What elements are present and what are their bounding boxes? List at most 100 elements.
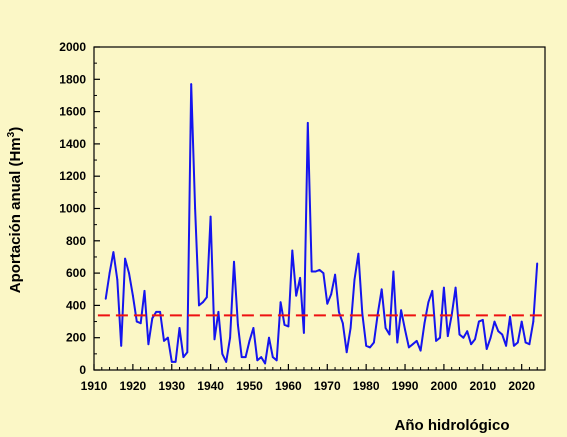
data-point <box>225 361 228 363</box>
data-point <box>233 260 235 263</box>
data-point <box>478 320 480 323</box>
series-layer <box>97 83 545 365</box>
data-point <box>217 311 220 313</box>
y-tick-label: 400 <box>66 298 86 312</box>
data-point <box>190 83 193 85</box>
data-point <box>353 278 356 281</box>
data-point <box>252 327 255 329</box>
data-point <box>155 311 158 313</box>
data-point <box>128 272 130 274</box>
data-point <box>400 309 402 312</box>
data-point <box>163 340 165 342</box>
data-point <box>365 344 368 347</box>
data-point <box>104 298 107 300</box>
data-point <box>167 336 169 339</box>
data-point <box>443 286 445 289</box>
data-point <box>178 327 181 329</box>
data-point <box>295 294 298 297</box>
data-point <box>159 311 162 313</box>
x-tick-label: 2020 <box>508 379 535 393</box>
data-point <box>205 296 208 299</box>
x-tick-label: 1960 <box>275 379 302 393</box>
data-point <box>116 278 119 281</box>
x-tick-label: 1920 <box>120 379 147 393</box>
y-axis-title-superscript: 3 <box>6 131 17 137</box>
data-point <box>287 325 290 328</box>
data-point <box>396 341 399 344</box>
y-tick-label: 0 <box>79 363 86 377</box>
data-point <box>516 341 519 344</box>
data-point <box>256 359 259 362</box>
y-tick-label: 1000 <box>59 202 86 216</box>
data-point <box>357 252 360 255</box>
y-axis-title: Aportación anual (Hm3) <box>6 127 24 293</box>
data-point <box>493 320 496 323</box>
data-point <box>497 330 500 333</box>
data-point <box>264 362 266 365</box>
data-point <box>318 269 321 271</box>
y-tick-label: 1400 <box>59 137 86 151</box>
data-point <box>513 344 515 347</box>
x-tick-label: 1940 <box>197 379 224 393</box>
data-point <box>174 361 177 363</box>
data-point <box>303 332 305 334</box>
data-point <box>237 323 239 326</box>
data-point <box>334 273 336 276</box>
y-tick-label: 600 <box>66 266 86 280</box>
minor-ticks <box>94 62 546 370</box>
data-point <box>132 294 134 297</box>
data-point <box>151 317 154 320</box>
data-point <box>369 346 371 349</box>
data-point <box>322 272 325 274</box>
data-point <box>229 336 232 339</box>
data-point <box>310 270 313 273</box>
data-point <box>275 359 278 362</box>
data-point <box>108 272 111 274</box>
data-point <box>299 277 301 279</box>
data-point <box>520 320 523 323</box>
data-point <box>505 344 507 347</box>
data-point <box>120 344 123 347</box>
data-point <box>244 356 247 358</box>
data-point <box>279 301 282 304</box>
data-point <box>209 215 212 218</box>
x-tick-label: 1930 <box>158 379 185 393</box>
data-point <box>202 301 204 304</box>
data-point <box>388 333 391 336</box>
data-point <box>439 336 441 339</box>
data-point <box>470 343 472 346</box>
data-point <box>474 338 476 341</box>
data-point <box>423 322 426 325</box>
data-point <box>376 312 379 315</box>
y-tick-label: 800 <box>66 234 86 248</box>
data-point <box>481 319 484 321</box>
data-point <box>186 351 189 354</box>
x-tick-label: 1980 <box>353 379 380 393</box>
x-tick-label: 1970 <box>314 379 341 393</box>
y-tick-label: 1200 <box>59 169 86 183</box>
y-axis-title-close: ) <box>7 127 24 132</box>
major-ticks <box>93 46 523 371</box>
data-point <box>524 341 527 344</box>
series-line <box>104 83 539 365</box>
data-point <box>221 353 224 355</box>
y-tick-label: 1800 <box>59 72 86 86</box>
data-point <box>411 343 414 346</box>
data-point <box>291 249 294 252</box>
data-point <box>532 320 535 323</box>
x-tick-labels: 1910 1920 1930 1940 1950 1960 1970 1980 1990 2000… <box>81 379 536 393</box>
data-point <box>139 322 142 325</box>
data-point <box>260 356 263 358</box>
data-point <box>349 327 352 329</box>
data-point <box>213 338 216 341</box>
data-point <box>501 333 504 336</box>
data-point <box>435 340 437 342</box>
y-tick-label: 200 <box>66 331 86 345</box>
data-point <box>485 348 488 350</box>
data-point <box>198 304 200 307</box>
data-point <box>509 315 511 318</box>
x-tick-label: 2010 <box>469 379 496 393</box>
data-point <box>373 341 375 344</box>
data-point <box>458 333 461 336</box>
data-point <box>194 207 197 210</box>
